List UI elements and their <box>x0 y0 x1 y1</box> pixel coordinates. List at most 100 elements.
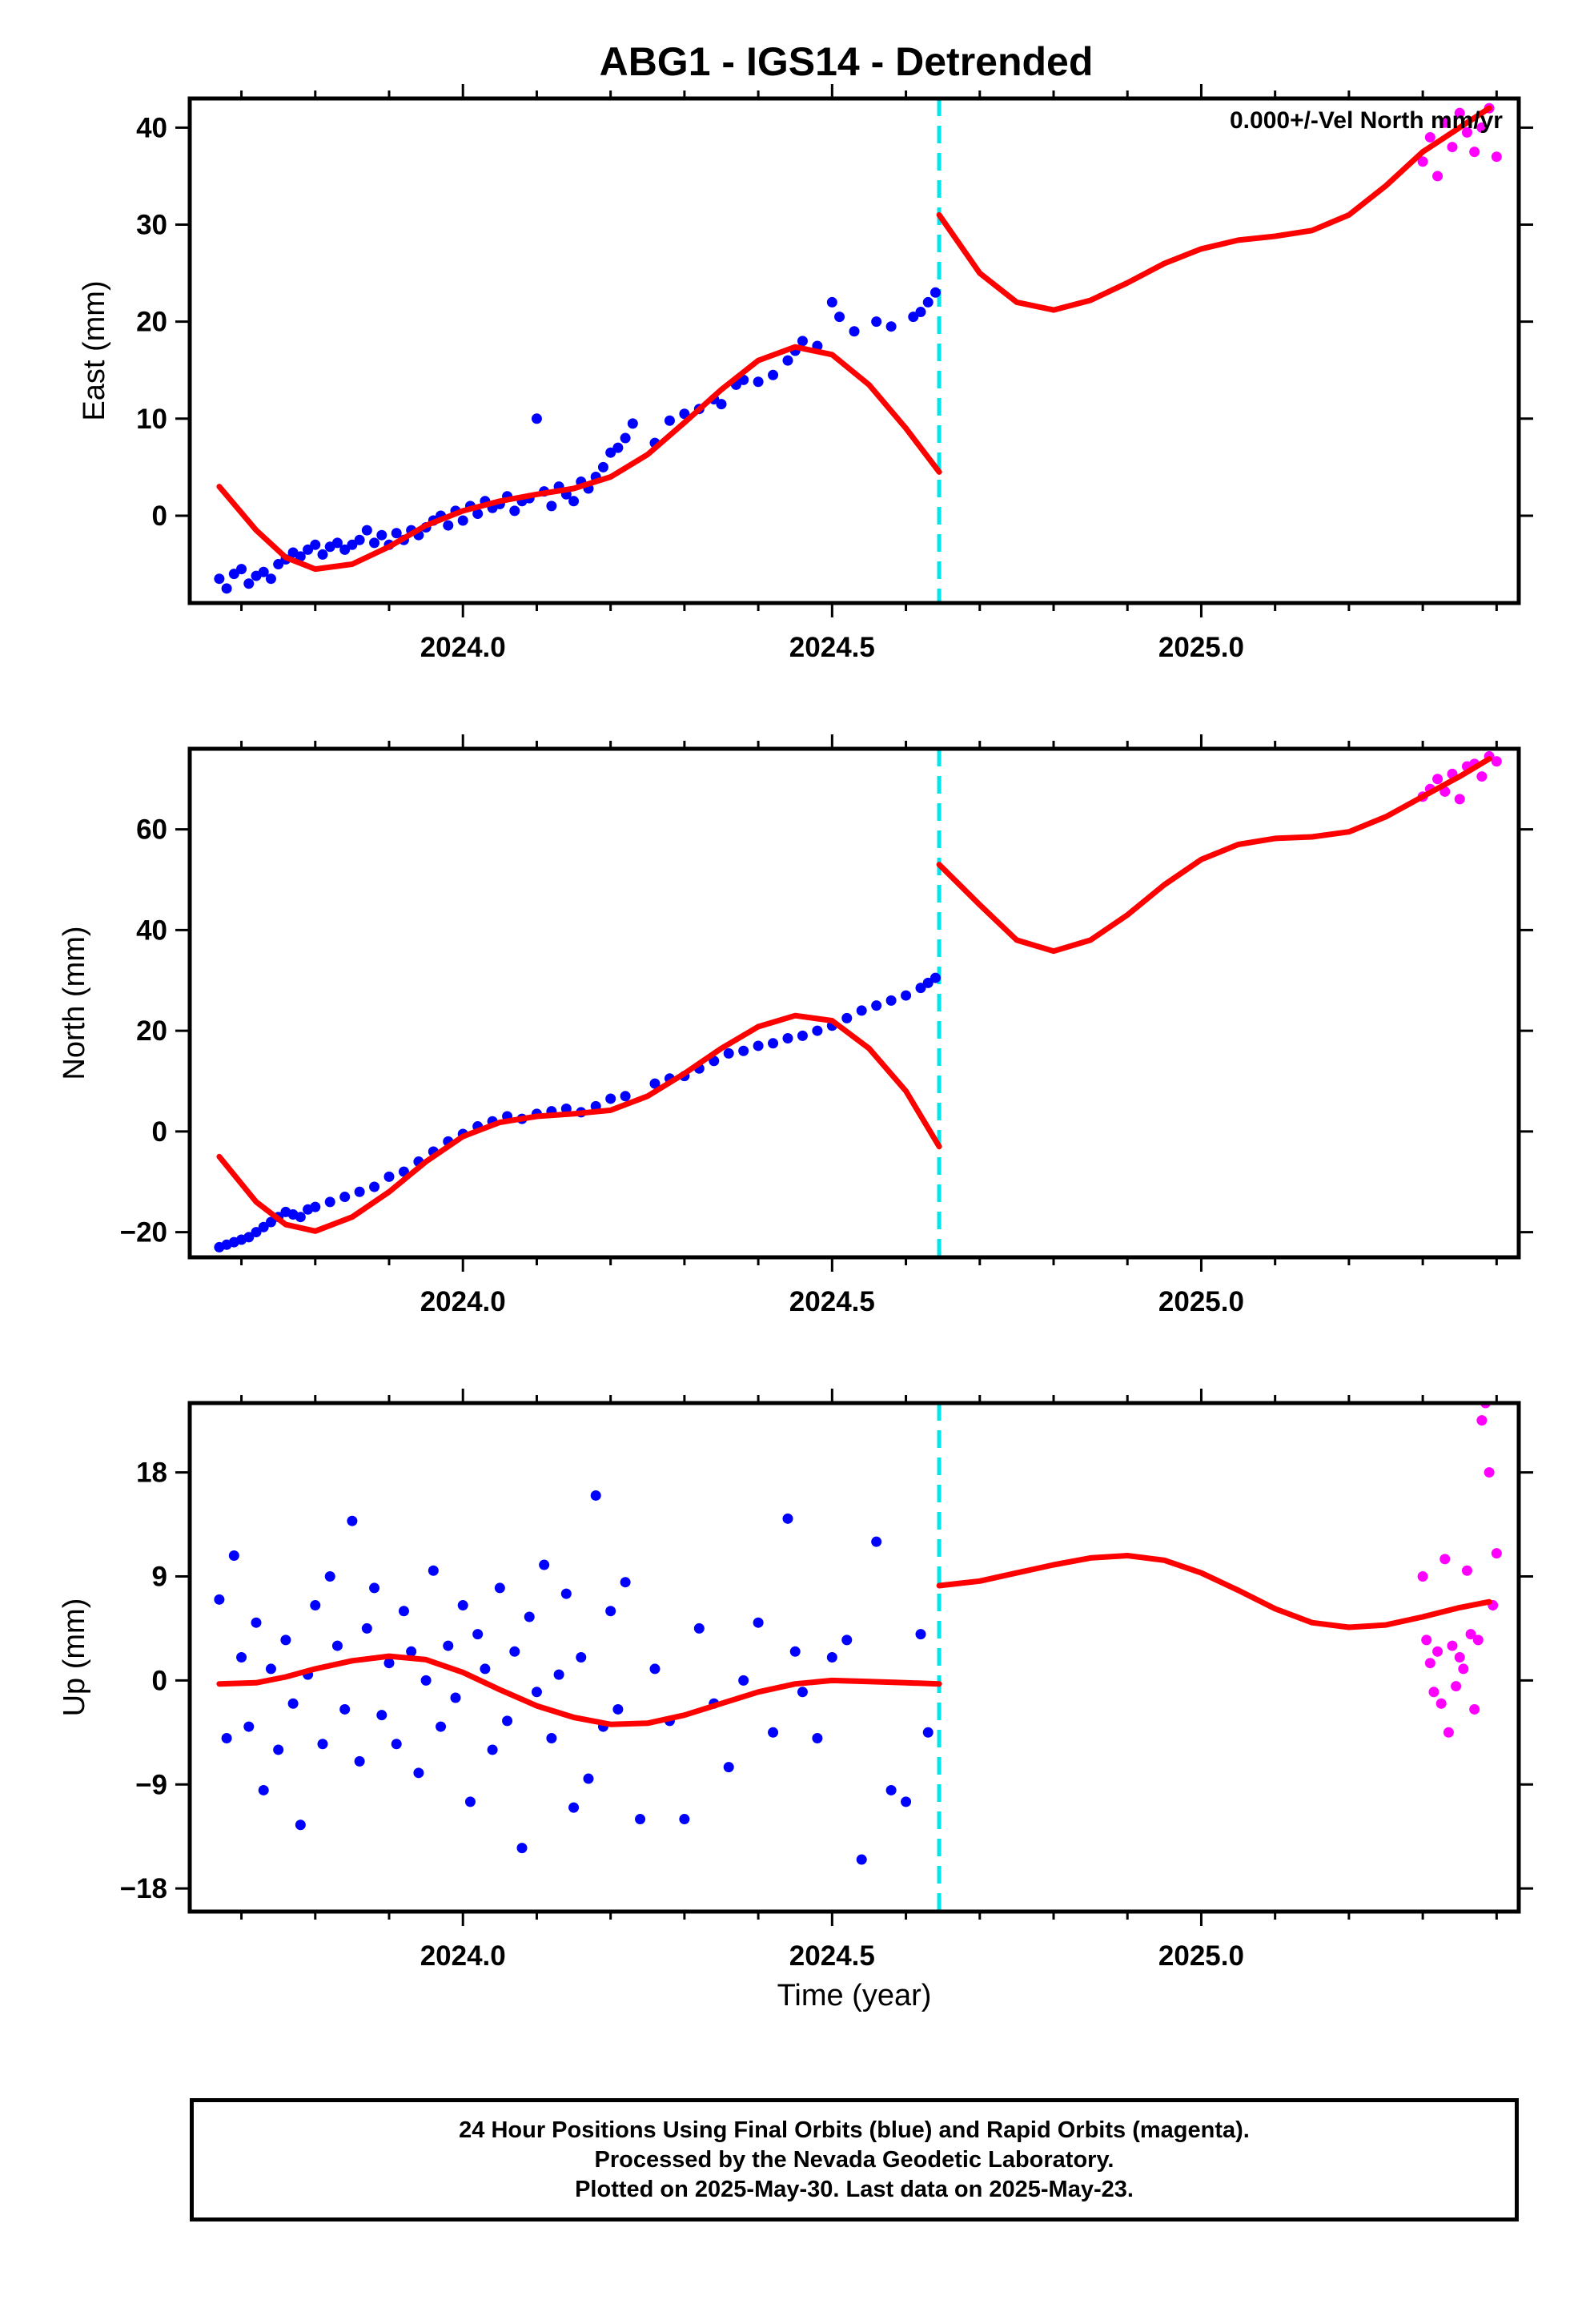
up-final-point <box>797 1687 808 1698</box>
up-rapid-point <box>1417 1570 1428 1582</box>
up-final-point <box>605 1606 616 1617</box>
north-final-point <box>841 1012 853 1023</box>
east-final-point <box>834 312 845 323</box>
north-final-point <box>812 1025 823 1036</box>
north-frame <box>187 746 1521 1260</box>
up-final-point <box>612 1703 624 1715</box>
east-final-point <box>782 355 793 366</box>
up-final-point <box>228 1550 239 1561</box>
up-final-point <box>221 1733 232 1744</box>
north-ytick-label: 0 <box>152 1116 167 1148</box>
up-model-pre-event <box>216 1653 942 1727</box>
east-final-point <box>826 296 837 308</box>
up-xtick-label: 2024.5 <box>789 1940 875 1972</box>
east-final-point <box>472 509 484 520</box>
up-final-point <box>354 1755 365 1767</box>
up-rapid-point <box>1435 1698 1447 1709</box>
north-rapid-point <box>1476 771 1488 782</box>
east-xtick-label: 2025.0 <box>1158 632 1244 663</box>
up-final-point <box>576 1652 587 1663</box>
up-final-point <box>509 1646 520 1657</box>
up-ytick-label: 9 <box>152 1561 167 1592</box>
east-final-point <box>597 461 608 472</box>
up-final-point <box>317 1739 328 1750</box>
north-final-point <box>339 1192 351 1203</box>
up-final-point <box>487 1744 498 1755</box>
east-final-point <box>221 583 232 594</box>
up-final-point <box>383 1658 395 1669</box>
up-model-post-event <box>936 1553 1492 1630</box>
up-final-point <box>738 1675 749 1686</box>
east-final-point <box>243 578 255 589</box>
north-final-point <box>620 1091 631 1102</box>
north-final-point <box>258 1221 269 1232</box>
up-final-point <box>450 1692 461 1703</box>
up-final-point <box>347 1515 358 1526</box>
up-final-point <box>464 1796 476 1807</box>
up-final-point <box>812 1733 823 1744</box>
up-final-point <box>885 1784 897 1795</box>
east-rapid-point <box>1424 131 1435 143</box>
north-final-point <box>251 1227 262 1238</box>
east-axis-label: East (mm) <box>78 280 111 420</box>
north-ytick-label: 40 <box>136 915 167 946</box>
east-final-point <box>331 537 343 549</box>
north-xtick-label: 2024.0 <box>420 1286 506 1317</box>
north-ytick-label: 20 <box>136 1015 167 1047</box>
east-final-point <box>922 296 934 308</box>
east-final-point <box>915 307 926 318</box>
north-final-point <box>915 983 926 994</box>
up-rapid-point <box>1491 1548 1502 1559</box>
east-final-point <box>908 312 919 323</box>
east-rapid-point <box>1476 122 1488 133</box>
east-final-point <box>612 442 624 453</box>
north-xtick-label: 2025.0 <box>1158 1286 1244 1317</box>
up-final-point <box>280 1634 291 1646</box>
east-final-point <box>568 496 580 507</box>
up-final-point <box>480 1663 491 1675</box>
up-final-point <box>339 1703 351 1715</box>
up-final-point <box>243 1721 255 1732</box>
up-rapid-point <box>1428 1687 1439 1698</box>
up-rapid-point <box>1484 1467 1495 1478</box>
up-final-point <box>376 1710 387 1721</box>
east-rapid-point <box>1417 156 1428 167</box>
east-final-point <box>930 287 941 298</box>
east-final-point <box>339 544 351 555</box>
up-final-point <box>502 1715 513 1727</box>
east-final-point <box>265 573 276 585</box>
east-final-point <box>361 525 372 536</box>
up-xaxis-label: Time (year) <box>777 1979 932 2012</box>
north-model-post-event <box>936 756 1492 955</box>
north-final-point <box>723 1047 734 1059</box>
footer-line-1: 24 Hour Positions Using Final Orbits (bl… <box>459 2117 1250 2143</box>
footer-note-box: 24 Hour Positions Using Final Orbits (bl… <box>190 2098 1519 2221</box>
east-final-point <box>443 520 454 531</box>
up-ytick-label: 0 <box>152 1665 167 1696</box>
north-final-point <box>856 1005 867 1016</box>
up-final-point <box>258 1784 269 1795</box>
north-final-point <box>885 995 897 1006</box>
up-final-point <box>391 1739 402 1750</box>
footer-line-2: Processed by the Nevada Geodetic Laborat… <box>594 2146 1114 2173</box>
up-rapid-point <box>1465 1629 1476 1640</box>
north-final-point <box>649 1078 661 1089</box>
east-final-point <box>354 534 365 545</box>
north-final-point <box>871 1000 882 1011</box>
up-xtick-label: 2025.0 <box>1158 1940 1244 1972</box>
up-rapid-point <box>1458 1663 1469 1675</box>
north-model-pre-event <box>216 1012 942 1234</box>
up-final-point <box>369 1582 380 1594</box>
up-final-point <box>251 1617 262 1628</box>
east-final-point <box>716 399 727 410</box>
east-final-point <box>273 559 284 570</box>
north-final-point <box>782 1033 793 1044</box>
up-frame <box>187 1401 1521 1914</box>
up-rapid-point <box>1432 1646 1443 1657</box>
east-final-point <box>376 529 387 541</box>
east-final-point <box>871 316 882 328</box>
up-rapid-point <box>1454 1652 1465 1663</box>
east-rapid-point <box>1454 107 1465 119</box>
up-rapid-point <box>1424 1658 1435 1669</box>
up-final-point <box>494 1582 505 1594</box>
